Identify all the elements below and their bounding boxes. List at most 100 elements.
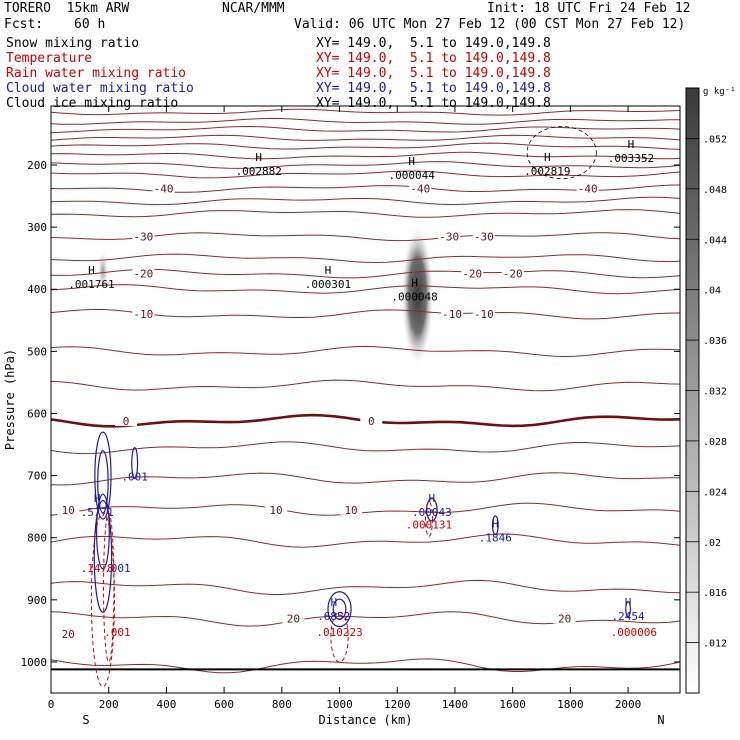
temperature-contour <box>51 151 680 160</box>
temperature-label: 0 <box>368 415 375 428</box>
x-tick-label: 600 <box>214 698 234 711</box>
maximum-value-label: .000006 <box>611 626 657 639</box>
forecast-label: Fcst: <box>4 17 44 32</box>
temperature-label-bg <box>461 267 484 279</box>
maximum-marker: H <box>408 155 415 168</box>
x-tick-label: 1400 <box>442 698 469 711</box>
temperature-label: -10 <box>442 308 462 321</box>
maximum-value-label: .2454 <box>612 610 645 623</box>
temperature-label-bg <box>132 308 155 320</box>
field-xy-rain: XY= 149.0, 5.1 to 149.0,149.8 <box>316 66 551 81</box>
maximum-marker: H <box>94 492 101 505</box>
maximum-marker: H <box>492 517 499 530</box>
colorbar-tick-label: .02 <box>703 538 721 549</box>
cloud-water-contour <box>625 601 631 618</box>
maximum-marker: H <box>628 138 635 151</box>
rain-contour <box>425 501 433 537</box>
temperature-label-bg <box>132 267 155 279</box>
x-tick-label: 400 <box>156 698 176 711</box>
field-xy-cloud-ice: XY= 149.0, 5.1 to 149.0,149.8 <box>316 96 551 111</box>
x-tick-label: 800 <box>272 698 292 711</box>
temperature-contour <box>51 472 680 486</box>
temperature-contour <box>51 161 680 169</box>
temperature-contour <box>51 502 680 516</box>
field-xy-cloud-water: XY= 149.0, 5.1 to 149.0,149.8 <box>316 81 551 96</box>
ice-shading-0 <box>401 227 434 364</box>
maximum-value-label: .001 <box>121 470 148 483</box>
y-tick-label: 900 <box>27 594 47 607</box>
maximum-value-label: .010223 <box>316 626 362 639</box>
y-tick-label: 700 <box>27 470 47 483</box>
temperature-contour <box>51 309 680 320</box>
cloud-water-contour <box>327 591 352 628</box>
maximum-marker: H <box>255 151 262 164</box>
temperature-label: 20 <box>287 612 300 625</box>
snow-contour <box>526 126 597 180</box>
maximum-value-label: .001 <box>104 562 131 575</box>
north-label: N <box>657 713 664 727</box>
maximum-marker: H <box>429 492 436 505</box>
temperature-contour <box>51 232 680 242</box>
maximum-marker: H <box>411 276 418 289</box>
temperature-contour <box>51 441 680 455</box>
y-tick-label: 600 <box>27 407 47 420</box>
forecast-hours: 60 h <box>74 17 106 32</box>
temperature-contour <box>51 209 680 218</box>
temperature-label-bg <box>472 308 495 320</box>
temperature-contour <box>51 611 680 627</box>
y-tick-label: 800 <box>27 532 47 545</box>
temperature-label: -10 <box>133 308 153 321</box>
maximum-marker: H <box>544 151 551 164</box>
temperature-label: 10 <box>62 504 75 517</box>
temperature-contour <box>51 125 680 134</box>
temperature-label-bg <box>472 230 495 242</box>
maximum-value-label: .003352 <box>608 152 654 165</box>
temperature-label: -30 <box>439 230 459 243</box>
colorbar-tick-label: .044 <box>703 235 727 246</box>
temperature-label-bg <box>340 503 363 515</box>
cloud-water-contour <box>95 493 110 570</box>
cloud-water-contour <box>131 447 139 480</box>
temperature-label: -20 <box>133 268 153 281</box>
temperature-contour <box>51 345 680 358</box>
maximum-value-label: .000048 <box>391 290 437 303</box>
temperature-label: -10 <box>474 308 494 321</box>
maximum-value-label: .00043 <box>412 506 452 519</box>
maximum-marker: H <box>325 264 332 277</box>
x-tick-label: 1000 <box>326 698 353 711</box>
temperature-contour <box>51 170 680 179</box>
field-xy-snow: XY= 149.0, 5.1 to 149.0,149.8 <box>316 36 551 51</box>
temperature-label-bg <box>576 182 599 194</box>
temperature-label: 20 <box>62 628 75 641</box>
maximum-value-label: .5771 <box>81 506 114 519</box>
south-label: S <box>82 713 89 727</box>
temperature-label: 10 <box>344 504 357 517</box>
x-tick-label: 2000 <box>615 698 642 711</box>
x-tick-label: 1200 <box>384 698 411 711</box>
maximum-value-label: .6852 <box>317 610 350 623</box>
maximum-marker: H <box>88 264 95 277</box>
organization-label: NCAR/MMM <box>222 1 285 16</box>
temperature-label: -20 <box>462 268 482 281</box>
temperature-label-bg <box>132 230 155 242</box>
maximum-value-label: .000044 <box>388 169 435 182</box>
temperature-label-bg <box>282 612 305 624</box>
x-tick-label: 200 <box>99 698 119 711</box>
colorbar-tick-label: .016 <box>703 588 727 599</box>
temperature-contour <box>51 379 680 392</box>
y-tick-label: 200 <box>27 159 47 172</box>
temperature-label: 20 <box>558 612 571 625</box>
plot-frame <box>50 105 681 694</box>
colorbar-tick-label: .032 <box>703 387 727 398</box>
temperature-label: 0 <box>123 415 130 428</box>
temperature-label: -20 <box>503 268 523 281</box>
temperature-label-bg <box>441 308 464 320</box>
field-xy-temperature: XY= 149.0, 5.1 to 149.0,149.8 <box>316 51 551 66</box>
x-tick-label: 1600 <box>499 698 526 711</box>
temperature-contour <box>51 142 680 150</box>
temperature-contour <box>51 108 680 116</box>
temperature-contour <box>51 196 680 206</box>
field-name-cloud-water: Cloud water mixing ratio <box>6 81 194 96</box>
temperature-label-bg <box>152 182 175 194</box>
